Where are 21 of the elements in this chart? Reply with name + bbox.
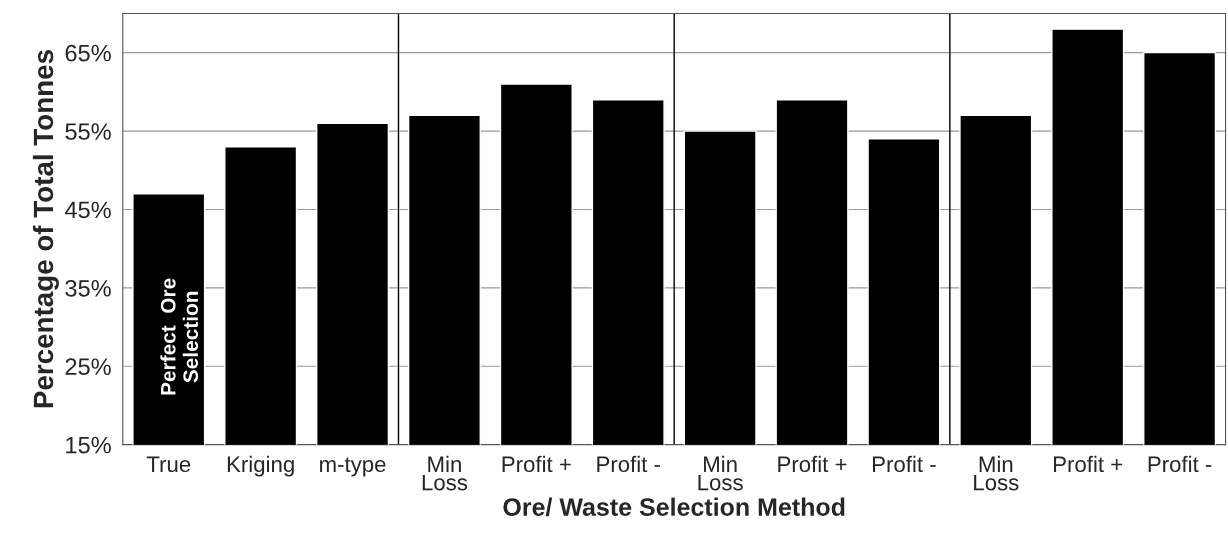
x-tick-label: Min Loss: [698, 455, 743, 491]
y-tick-label: 35%: [65, 279, 111, 297]
x-tick-label: Profit -: [597, 455, 660, 473]
x-tick-label: Kriging: [227, 455, 294, 477]
y-tick-label: 15%: [66, 436, 111, 454]
annotation: Perfect Ore Selection: [160, 278, 199, 395]
x-tick-label: Min Loss: [422, 455, 468, 491]
y-tick-label: 25%: [65, 358, 111, 376]
x-tick-label: m-type: [320, 457, 386, 477]
y-tick-label: 45%: [64, 201, 111, 219]
x-tick-label: Min Loss: [974, 455, 1019, 491]
y-tick-label: 65%: [65, 44, 111, 62]
x-tick-label: Profit -: [1148, 455, 1212, 473]
x-tick-label: Profit +: [778, 455, 847, 473]
y-tick-label: 55%: [65, 123, 111, 140]
x-tick-label: True: [146, 456, 191, 473]
x-tick-label: Profit +: [502, 455, 571, 473]
x-axis-title: Ore/ Waste Selection Method: [503, 497, 845, 517]
x-tick-label: Profit +: [1054, 455, 1123, 473]
x-tick-label: Profit -: [873, 455, 936, 473]
y-axis-title: Percentage of Total Tonnes: [32, 50, 59, 408]
